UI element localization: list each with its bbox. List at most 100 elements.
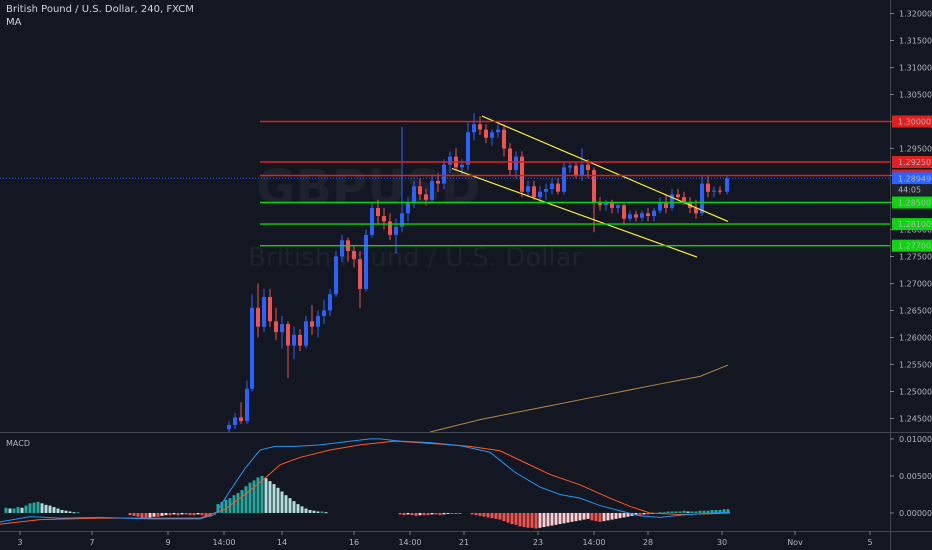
candle <box>700 175 704 216</box>
macd-histogram-bar <box>582 512 586 520</box>
price-tick-label: 1.26000 <box>899 334 932 343</box>
candle <box>664 194 668 214</box>
macd-histogram-bar <box>614 512 618 519</box>
candle-body <box>508 148 512 171</box>
candle-body <box>388 221 392 235</box>
price-tick-label: 1.24500 <box>899 415 932 424</box>
macd-signal-line <box>0 440 731 525</box>
candle <box>478 116 482 135</box>
candle-body <box>292 334 296 346</box>
candle <box>604 199 608 211</box>
candle-body <box>490 132 494 138</box>
macd-histogram-bar <box>324 512 328 514</box>
candle <box>496 124 500 138</box>
candle-body <box>472 124 476 133</box>
macd-histogram-bar <box>410 512 414 516</box>
macd-histogram-bar <box>236 492 240 513</box>
macd-histogram-bar <box>44 504 48 513</box>
macd-histogram-bar <box>658 512 662 514</box>
macd-histogram-bar <box>184 512 188 515</box>
macd-histogram-bar <box>28 503 32 513</box>
candle-body <box>562 167 566 192</box>
candle <box>412 180 416 208</box>
macd-histogram-bar <box>498 512 502 520</box>
candle-body <box>586 164 590 171</box>
candle <box>358 251 362 308</box>
macd-histogram-bar <box>530 512 534 528</box>
candle <box>628 210 632 222</box>
time-tick-label: 5 <box>867 538 872 547</box>
macd-histogram-bar <box>522 512 526 528</box>
macd-histogram-bar <box>402 512 406 516</box>
macd-histogram-bar <box>594 512 598 522</box>
macd-histogram-bar <box>48 505 52 513</box>
candle-body <box>280 324 284 333</box>
candle-body <box>676 194 680 198</box>
main-pane <box>0 113 890 432</box>
macd-histogram-bar <box>20 507 24 513</box>
candle <box>670 189 674 211</box>
macd-histogram-bar <box>56 508 60 513</box>
candle-body <box>652 210 656 216</box>
macd-histogram-bar <box>570 512 574 522</box>
candle-body <box>394 226 398 235</box>
macd-histogram-bar <box>426 512 430 516</box>
time-tick-label: 7 <box>89 538 94 547</box>
candle <box>250 294 254 392</box>
time-tick-label: 9 <box>165 538 170 547</box>
candle-body <box>436 180 440 184</box>
candle-body <box>274 321 278 333</box>
candle-body <box>286 324 290 346</box>
macd-histogram-bar <box>598 512 602 522</box>
candle-body <box>442 164 446 184</box>
countdown-label: 44:05 <box>898 185 921 194</box>
price-tick-label: 1.31000 <box>899 64 932 73</box>
candle-body <box>322 310 326 316</box>
candle <box>256 283 260 338</box>
candle-body <box>574 165 578 176</box>
candle <box>712 186 716 198</box>
macd-histogram-bar <box>36 501 40 513</box>
macd-histogram-bar <box>32 502 36 513</box>
candle <box>364 229 368 292</box>
time-tick-label: 16 <box>349 538 359 547</box>
macd-histogram-bar <box>164 512 168 516</box>
macd-histogram-bar <box>430 512 434 515</box>
candle-body <box>670 194 674 208</box>
macd-histogram-bar <box>686 511 690 513</box>
price-tick-label: 1.32000 <box>899 10 932 19</box>
candle-body <box>682 197 686 203</box>
macd-histogram-bar <box>224 499 228 513</box>
candle <box>388 213 392 241</box>
macd-histogram-bar <box>140 512 144 519</box>
macd-histogram-bar <box>248 482 252 513</box>
level-price-label: 1.28500 <box>898 199 931 208</box>
macd-histogram-bar <box>534 512 538 529</box>
macd-histogram-bar <box>546 512 550 527</box>
macd-tick-label: 0.00000 <box>899 509 932 518</box>
candle-body <box>725 178 729 192</box>
macd-pane-label: MACD <box>6 439 30 448</box>
time-tick-label: 21 <box>459 538 469 547</box>
symbol-title[interactable]: British Pound / U.S. Dollar, 240, FXCM <box>6 4 194 15</box>
macd-histogram-bar <box>60 510 64 513</box>
candle <box>328 288 332 316</box>
candle-body <box>328 294 332 311</box>
candle <box>640 210 644 222</box>
candle-body <box>496 129 500 133</box>
macd-histogram-bar <box>442 512 446 515</box>
candle-body <box>628 214 632 219</box>
time-tick-label: 30 <box>717 538 727 547</box>
candle-body <box>304 321 308 346</box>
macd-histogram-bar <box>486 512 490 518</box>
candle-body <box>448 156 452 165</box>
macd-histogram-bar <box>690 511 694 513</box>
level-price-label: 1.27700 <box>898 242 931 251</box>
candle-body <box>658 202 662 211</box>
indicator-label-ma[interactable]: MA <box>6 17 22 28</box>
candle <box>484 124 488 144</box>
moving-average-line <box>429 364 729 432</box>
macd-histogram-bar <box>438 512 442 516</box>
